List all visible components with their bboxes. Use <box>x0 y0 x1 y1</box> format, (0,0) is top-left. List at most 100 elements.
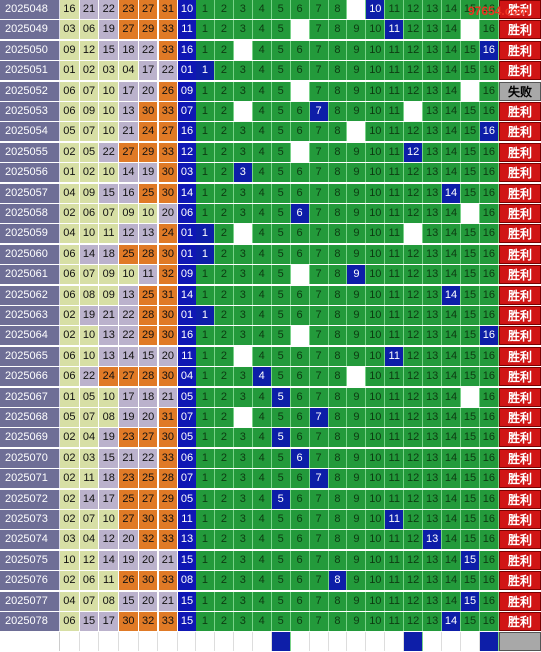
number-cell: 32 <box>138 612 159 631</box>
trend-cell: 8 <box>328 387 348 407</box>
result-badge: 胜利 <box>499 367 541 387</box>
table-row: 2025048 16 21 22 23 27 31 10 1 2 3 4 5 6 7 8 9 10 11 12 13 14… <box>0 0 541 20</box>
trend-cell: 15 <box>461 550 480 570</box>
trend-cell: 16 <box>479 244 499 264</box>
number-cell: 05 <box>60 122 80 142</box>
number-cell: 02 <box>60 204 80 223</box>
trend-cell: 15 <box>461 448 480 468</box>
trend-cell: 9 <box>347 346 367 366</box>
number-cell: 02 <box>60 428 80 448</box>
number-cell: 15 <box>119 591 139 611</box>
trend-cell: 9 <box>347 244 367 264</box>
result-badge: 胜利 <box>499 591 541 611</box>
trend-cell: 7 <box>309 81 329 101</box>
number-cell: 24 <box>99 367 120 387</box>
trend-cell: 13 <box>423 224 443 244</box>
trend-cell: 11 <box>385 102 405 121</box>
trend-cell: 7 <box>309 591 329 611</box>
trend-cell: 3 <box>233 122 253 142</box>
trend-cell: 12 <box>404 408 424 427</box>
trend-cell: 5 <box>271 510 291 529</box>
number-cell: 06 <box>60 612 80 631</box>
trend-cell: 5 <box>271 326 291 346</box>
trend-cell: 16 <box>479 550 499 570</box>
number-cell: 29 <box>158 489 179 509</box>
trend-cell: 3 <box>233 0 253 19</box>
table-row: 2025054 05 07 10 21 24 27 16 1 2 3 4 5 6 7 8 9 10 11 12 13 14… <box>0 122 541 142</box>
number-cell: 12 <box>79 40 100 60</box>
number-cell: 17 <box>119 81 139 101</box>
trend-cell: 2 <box>214 40 234 60</box>
trend-cell <box>461 632 480 652</box>
number-cell: 30 <box>158 306 179 325</box>
trend-cell: 2 <box>214 408 234 427</box>
number-cell: 10 <box>138 204 159 223</box>
trend-cell: 7 <box>309 530 329 550</box>
number-cell: 30 <box>158 244 179 264</box>
table-row: 2025050 09 12 15 18 22 33 16 1 2 3 4 5 6 7 8 9 10 11 12 13 14… <box>0 40 541 61</box>
trend-cell: 3 <box>233 591 253 611</box>
trend-cell: 13 <box>423 367 443 387</box>
trend-cell: 1 <box>196 306 215 325</box>
trend-cell: 4 <box>252 244 272 264</box>
number-cell: 07 <box>79 81 100 101</box>
site-watermark: 97654.com <box>468 4 530 18</box>
number-cell: 33 <box>158 510 179 529</box>
trend-cell: 7 <box>309 306 329 325</box>
trend-cell: 6 <box>290 20 310 40</box>
number-cell: 11 <box>99 571 120 591</box>
trend-cell: 11 <box>385 122 405 142</box>
trend-cell: 5 <box>271 306 291 325</box>
result-badge: 胜利 <box>499 510 541 529</box>
period-cell: 2025056 <box>0 163 60 183</box>
number-cell: 30 <box>138 510 159 529</box>
number-cell: 26 <box>158 81 179 101</box>
trend-cell: 15 <box>461 183 480 203</box>
tenth-cell: 14 <box>178 183 196 203</box>
number-cell: 08 <box>79 285 100 305</box>
trend-cell: 11 <box>385 346 405 366</box>
trend-cell: 10 <box>366 469 386 489</box>
trend-cell: 10 <box>366 571 386 591</box>
trend-cell: 14 <box>442 367 461 387</box>
tenth-cell: 08 <box>178 571 196 591</box>
trend-cell: 11 <box>385 61 405 81</box>
trend-cell: 4 <box>252 81 272 101</box>
number-cell: 33 <box>158 448 179 468</box>
trend-cell: 7 <box>309 20 329 40</box>
trend-cell: 5 <box>271 265 291 285</box>
trend-cell: 1 <box>196 408 215 427</box>
trend-cell: 6 <box>290 163 310 183</box>
number-cell <box>60 632 80 652</box>
trend-cell: 12 <box>404 428 424 448</box>
number-cell: 21 <box>158 387 179 407</box>
number-cell: 02 <box>60 326 80 346</box>
number-cell: 09 <box>119 204 139 223</box>
number-cell: 31 <box>158 408 179 427</box>
number-cell: 02 <box>79 163 100 183</box>
tenth-cell: 16 <box>178 40 196 60</box>
trend-cell: 11 <box>385 163 405 183</box>
trend-cell: 10 <box>366 20 386 40</box>
trend-cell: 12 <box>404 591 424 611</box>
trend-cell: 6 <box>290 326 310 346</box>
trend-cell <box>385 632 405 652</box>
trend-cell: 12 <box>404 102 424 121</box>
tenth-cell <box>178 632 196 652</box>
trend-cell <box>252 632 272 652</box>
number-cell: 13 <box>138 224 159 244</box>
number-cell: 19 <box>119 408 139 427</box>
number-cell: 02 <box>60 469 80 489</box>
trend-cell: 7 <box>309 408 329 427</box>
trend-cell: 4 <box>252 265 272 285</box>
trend-cell: 3 <box>233 204 253 223</box>
trend-cell: 13 <box>423 183 443 203</box>
number-cell: 33 <box>158 40 179 60</box>
trend-cell: 5 <box>271 81 291 101</box>
trend-cell: 4 <box>252 183 272 203</box>
number-cell: 28 <box>138 367 159 387</box>
trend-cell: 6 <box>290 346 310 366</box>
period-cell: 2025069 <box>0 428 60 448</box>
trend-cell: 1 <box>196 448 215 468</box>
trend-cell: 12 <box>404 326 424 346</box>
